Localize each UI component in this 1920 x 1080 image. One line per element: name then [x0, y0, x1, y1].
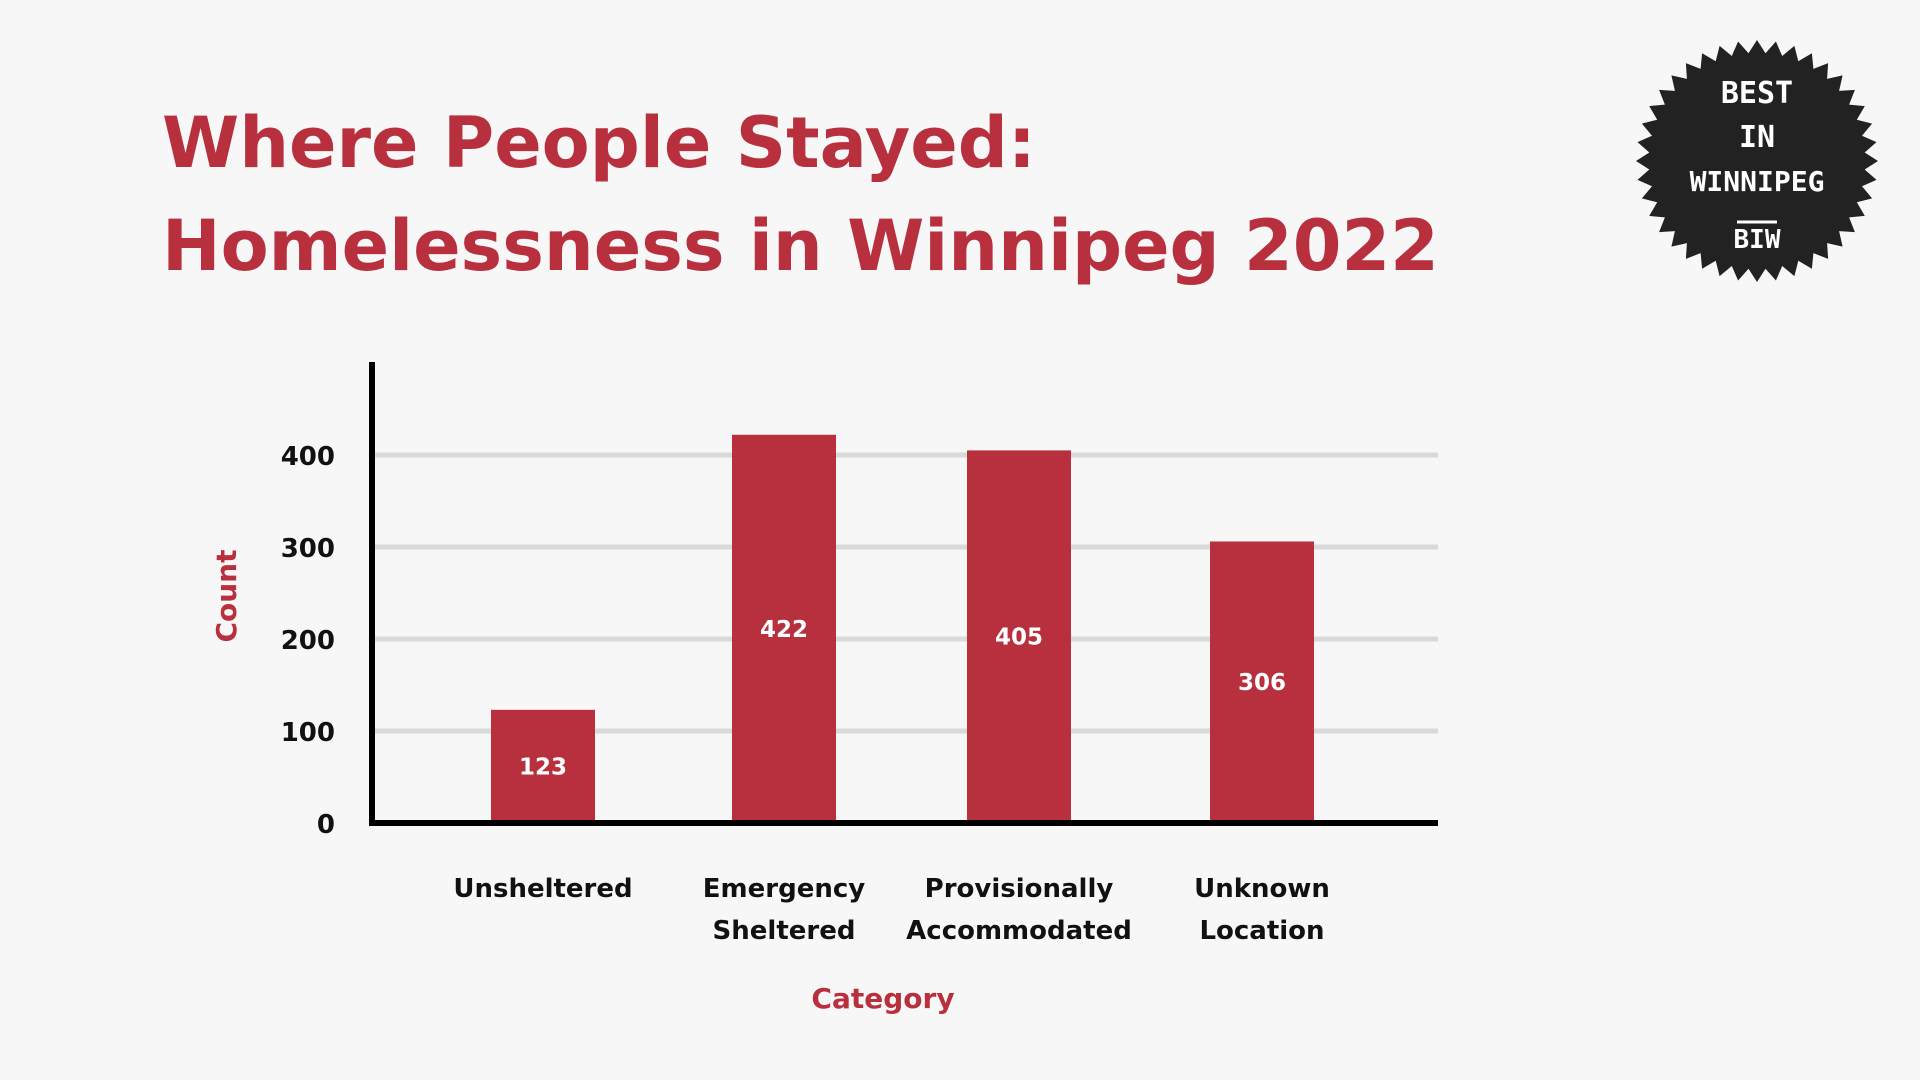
title-line-1: Where People Stayed: [162, 102, 1036, 184]
y-tick-labels: 0 100 200 300 400 [281, 442, 335, 840]
x-category-labels: Unsheltered Emergency Sheltered Provisional… [453, 874, 1330, 946]
x-category-label: Emergency [703, 874, 865, 904]
x-category-label: Unsheltered [453, 874, 632, 904]
y-tick-label: 300 [281, 534, 335, 564]
y-tick-label: 0 [317, 810, 335, 840]
bar-value-label: 422 [760, 617, 808, 643]
x-category-label: Unknown [1194, 874, 1330, 904]
bar [732, 434, 836, 823]
x-axis-title: Category [811, 982, 954, 1015]
title-line-2: Homelessness in Winnipeg 2022 [162, 205, 1439, 287]
axes [369, 362, 1438, 826]
x-category-label: Sheltered [713, 916, 856, 946]
bars: 123 422 405 306 [491, 434, 1314, 823]
bar-value-label: 306 [1238, 670, 1286, 696]
badge-line-2: IN [1739, 120, 1775, 155]
x-category-label: Accommodated [906, 916, 1132, 946]
x-category-label: Location [1199, 916, 1324, 946]
y-tick-label: 100 [281, 718, 335, 748]
badge-line-3: WINNIPEG [1690, 165, 1825, 198]
best-in-winnipeg-badge: BEST IN WINNIPEG BIW [1636, 40, 1878, 282]
badge-seal-shape [1636, 40, 1878, 282]
y-tick-label: 400 [281, 442, 335, 472]
bar [967, 450, 1071, 823]
y-axis-title: Count [210, 549, 243, 642]
bar-value-label: 123 [519, 754, 567, 780]
x-category-label: Provisionally [925, 874, 1114, 904]
badge-line-1: BEST [1721, 76, 1793, 111]
bar [1210, 541, 1314, 823]
y-tick-label: 200 [281, 626, 335, 656]
page-title: Where People Stayed: Homelessness in Win… [162, 92, 1439, 298]
bar [491, 709, 595, 823]
bar-value-label: 405 [995, 625, 1043, 651]
badge-mark: BIW [1734, 225, 1781, 255]
